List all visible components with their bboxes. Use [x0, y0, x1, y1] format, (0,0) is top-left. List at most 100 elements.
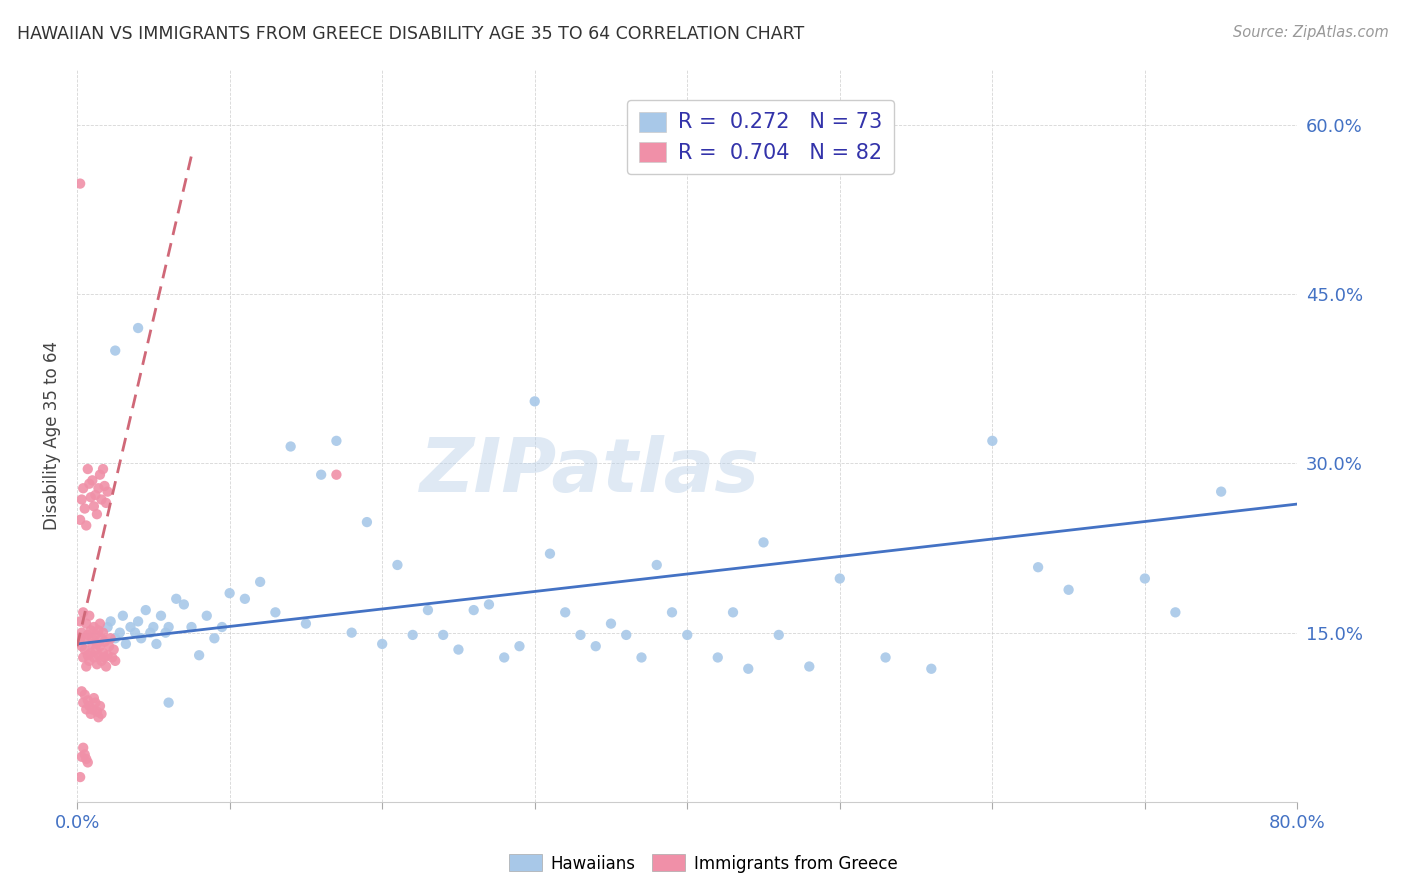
Point	[89, 639, 111, 653]
Point	[554, 605, 576, 619]
Point	[73, 642, 96, 657]
Point	[139, 625, 162, 640]
Point	[73, 747, 96, 762]
Point	[127, 615, 149, 629]
Point	[325, 434, 347, 448]
Point	[87, 710, 110, 724]
Point	[752, 535, 775, 549]
Point	[142, 620, 165, 634]
Point	[91, 625, 114, 640]
Point	[94, 659, 117, 673]
Point	[145, 637, 167, 651]
Point	[76, 628, 98, 642]
Point	[150, 608, 173, 623]
Point	[645, 558, 668, 572]
Point	[70, 639, 93, 653]
Point	[90, 492, 112, 507]
Point	[264, 605, 287, 619]
Text: Source: ZipAtlas.com: Source: ZipAtlas.com	[1233, 25, 1389, 40]
Point	[76, 756, 98, 770]
Point	[89, 698, 111, 713]
Point	[76, 648, 98, 663]
Point	[70, 625, 93, 640]
Point	[84, 488, 107, 502]
Point	[98, 639, 121, 653]
Point	[79, 698, 101, 713]
Point	[157, 696, 180, 710]
Point	[69, 177, 91, 191]
Point	[828, 572, 851, 586]
Point	[89, 616, 111, 631]
Point	[82, 637, 104, 651]
Point	[135, 603, 157, 617]
Point	[447, 642, 470, 657]
Point	[75, 518, 97, 533]
Point	[87, 648, 110, 663]
Point	[86, 507, 108, 521]
Point	[325, 467, 347, 482]
Point	[73, 632, 96, 646]
Point	[387, 558, 409, 572]
Point	[494, 650, 516, 665]
Point	[97, 620, 120, 634]
Point	[1164, 605, 1187, 619]
Point	[73, 501, 96, 516]
Point	[97, 484, 120, 499]
Point	[82, 702, 104, 716]
Point	[523, 394, 546, 409]
Point	[87, 624, 110, 638]
Point	[768, 628, 790, 642]
Point	[87, 481, 110, 495]
Point	[75, 659, 97, 673]
Point	[875, 650, 897, 665]
Point	[165, 591, 187, 606]
Legend: R =  0.272   N = 73, R =  0.704   N = 82: R = 0.272 N = 73, R = 0.704 N = 82	[627, 100, 894, 174]
Point	[120, 620, 142, 634]
Point	[508, 639, 530, 653]
Point	[721, 605, 744, 619]
Point	[80, 624, 103, 638]
Point	[188, 648, 211, 663]
Point	[80, 490, 103, 504]
Point	[173, 598, 195, 612]
Point	[104, 343, 127, 358]
Point	[69, 632, 91, 646]
Point	[676, 628, 699, 642]
Point	[84, 642, 107, 657]
Point	[86, 637, 108, 651]
Point	[585, 639, 607, 653]
Point	[72, 481, 94, 495]
Point	[478, 598, 501, 612]
Point	[90, 706, 112, 721]
Point	[100, 632, 122, 646]
Point	[79, 654, 101, 668]
Point	[661, 605, 683, 619]
Point	[90, 632, 112, 646]
Point	[103, 642, 125, 657]
Point	[100, 615, 122, 629]
Point	[79, 476, 101, 491]
Point	[233, 591, 256, 606]
Point	[737, 662, 759, 676]
Point	[83, 691, 105, 706]
Point	[569, 628, 592, 642]
Point	[76, 462, 98, 476]
Text: ZIPatlas: ZIPatlas	[419, 435, 759, 508]
Point	[707, 650, 730, 665]
Point	[93, 650, 115, 665]
Point	[93, 479, 115, 493]
Point	[1133, 572, 1156, 586]
Point	[101, 650, 124, 665]
Point	[195, 608, 218, 623]
Point	[614, 628, 637, 642]
Point	[402, 628, 425, 642]
Point	[104, 654, 127, 668]
Point	[82, 473, 104, 487]
Point	[124, 625, 146, 640]
Point	[463, 603, 485, 617]
Point	[80, 706, 103, 721]
Point	[84, 696, 107, 710]
Point	[91, 646, 114, 660]
Point	[416, 603, 439, 617]
Point	[356, 515, 378, 529]
